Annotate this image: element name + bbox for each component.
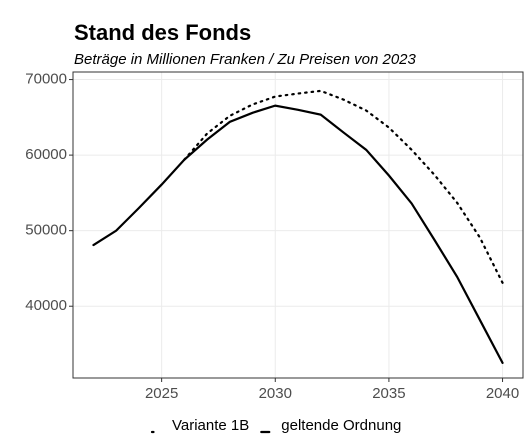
x-tick-label: 2040 [486,385,519,402]
series-line [92,104,504,364]
legend-label: geltende Ordnung [281,417,401,434]
legend-label: Variante 1B [172,417,249,434]
x-tick-label: 2025 [145,385,178,402]
y-tick-label: 40000 [25,297,67,314]
plot-border [72,71,524,379]
y-tick-label: 70000 [25,71,67,88]
chart-subtitle: Beträge in Millionen Franken / Zu Preise… [74,51,417,68]
x-tick-label: 2035 [372,385,405,402]
y-tick-label: 60000 [25,146,67,163]
chart-title: Stand des Fonds [74,20,251,45]
series-line [183,89,504,284]
y-tick-label: 50000 [25,222,67,239]
x-tick-label: 2030 [259,385,292,402]
